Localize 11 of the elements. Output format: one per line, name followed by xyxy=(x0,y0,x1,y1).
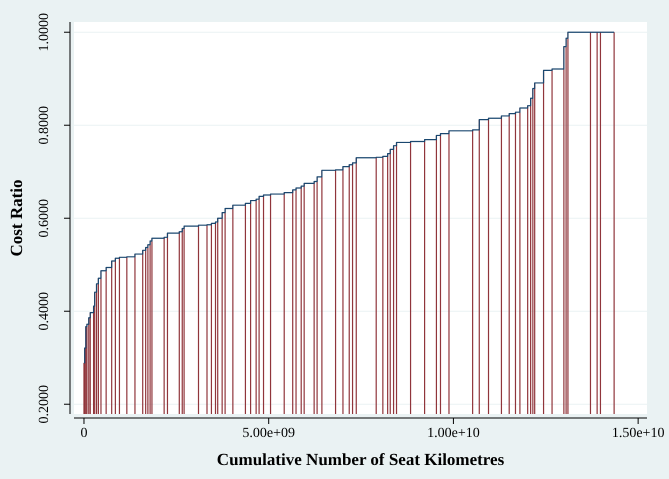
y-tick-label: 0.4000 xyxy=(37,292,52,330)
y-tick-label: 0.2000 xyxy=(37,384,52,424)
x-tick-label: 1.50e+10 xyxy=(612,426,664,441)
x-axis-title: Cumulative Number of Seat Kilometres xyxy=(216,450,505,469)
y-tick-label: 0.6000 xyxy=(37,198,52,238)
x-tick-label: 0 xyxy=(80,426,88,441)
x-tick-label: 1.00e+10 xyxy=(427,426,480,441)
y-tick-label: 1.0000 xyxy=(37,12,52,52)
y-tick-label: 0.8000 xyxy=(37,106,52,144)
x-tick-label: 5.00e+09 xyxy=(242,426,295,441)
y-axis-title: Cost Ratio xyxy=(7,180,26,256)
